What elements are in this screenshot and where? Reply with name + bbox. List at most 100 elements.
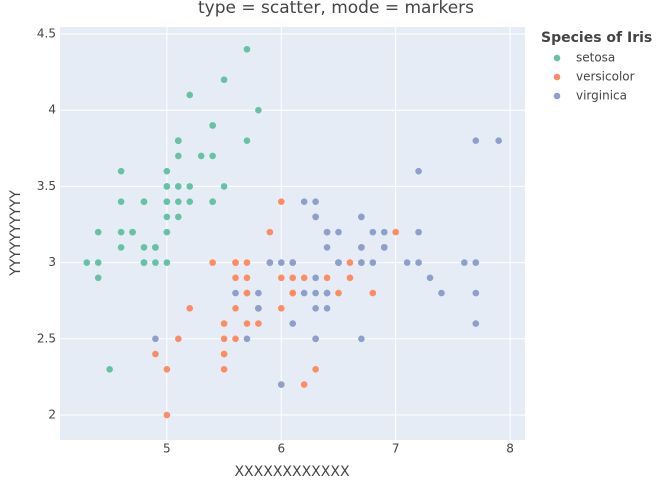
point [277,198,285,205]
legend-marker[interactable] [553,54,561,62]
point [175,137,182,144]
point [163,228,171,236]
point [323,244,331,251]
point [312,198,319,205]
point [220,76,228,84]
point [152,259,159,266]
point [220,335,228,343]
y-tick-label: 3 [48,255,56,269]
point [300,289,308,297]
y-tick-label: 2 [48,408,56,422]
point [220,365,228,373]
point [300,198,308,205]
point [323,289,331,297]
point [289,259,297,266]
point [152,244,159,251]
point [346,274,354,282]
point [220,350,228,358]
point [461,259,468,266]
point [140,259,148,266]
point [163,198,171,205]
x-tick-label: 6 [277,442,285,456]
point [300,381,308,388]
point [277,259,285,266]
point [289,289,297,297]
point [255,305,262,312]
point [175,213,182,221]
point [243,259,251,266]
point [335,228,342,236]
x-tick-label: 5 [163,442,171,456]
point [300,274,308,282]
legend-label[interactable]: virginica [576,89,627,103]
plot-background [60,27,525,440]
point [266,228,274,236]
point [277,381,285,388]
point [266,259,274,266]
legend-marker[interactable] [553,73,561,81]
point [323,305,331,312]
x-tick-label: 7 [392,442,400,456]
point [358,335,365,343]
point [94,274,102,282]
point [369,289,377,297]
point [243,320,251,327]
point [472,259,480,266]
point [140,244,148,251]
point [312,213,319,221]
point [369,259,377,266]
point [403,259,411,266]
point [175,183,182,190]
point [312,305,319,312]
point [335,289,342,297]
point [438,289,445,297]
point [312,289,319,297]
point [83,259,91,266]
point [163,259,171,266]
point [472,289,480,297]
point [163,183,171,190]
point [358,259,365,266]
point [140,198,148,205]
y-axis-title: YYYYYYYYYY [8,190,24,277]
point [312,365,319,373]
point [277,274,285,282]
point [175,198,182,205]
chart-title: type = scatter, mode = markers [198,0,474,18]
point [220,320,228,327]
point [163,411,171,419]
point [197,152,205,160]
point [243,274,251,282]
point [209,259,216,266]
point [255,320,262,327]
y-tick-label: 3.5 [37,179,56,193]
legend-label[interactable]: setosa [576,51,615,65]
point [369,228,377,236]
point [472,137,480,144]
legend-marker[interactable] [553,92,561,100]
point [289,320,297,327]
point [117,244,125,251]
point [186,305,194,312]
y-tick-label: 4 [48,103,56,117]
point [117,167,125,175]
point [186,183,194,190]
point [312,335,319,343]
point [415,259,422,266]
y-tick-label: 4.5 [37,27,56,41]
point [186,91,194,99]
point [415,167,422,175]
point [152,335,159,343]
point [243,289,251,297]
point [163,213,171,221]
point [323,228,331,236]
point [495,137,502,144]
point [243,137,251,144]
point [392,228,400,236]
point [380,244,388,251]
point [163,167,171,175]
legend-label[interactable]: versicolor [576,70,635,84]
x-tick-label: 8 [506,442,514,456]
point [232,335,239,343]
